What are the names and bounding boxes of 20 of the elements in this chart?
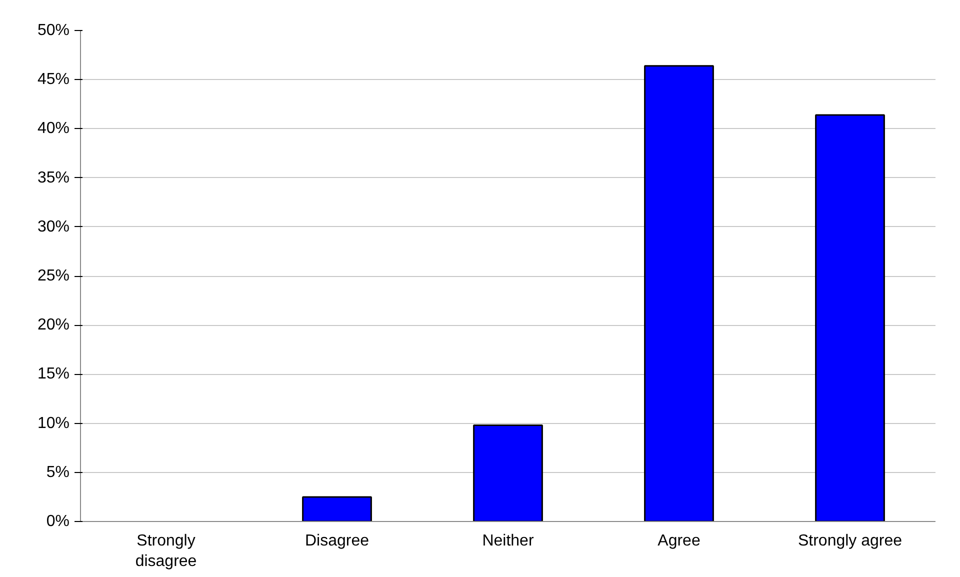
y-tick-label: 0% <box>46 513 70 530</box>
x-tick-label: Agree <box>658 532 700 550</box>
y-tick-label: 30% <box>37 218 70 236</box>
y-tick-label: 35% <box>37 169 70 186</box>
y-tick-label: 25% <box>37 268 70 284</box>
bar <box>815 114 885 522</box>
x-tick-label: Strongly disagree <box>135 532 197 570</box>
bar <box>644 65 714 522</box>
x-tick-label: Disagree <box>304 532 370 550</box>
y-tick-label: 10% <box>37 414 70 432</box>
bar <box>302 496 372 522</box>
y-tick-label: 40% <box>37 120 70 138</box>
x-tick-label: Strongly agree <box>798 532 902 550</box>
bar <box>473 424 543 522</box>
y-tick-label: 45% <box>37 71 70 88</box>
y-tick-label: 15% <box>37 366 70 383</box>
y-tick-label: 20% <box>37 316 70 334</box>
x-tick-label: Neither <box>482 532 534 550</box>
y-tick-label: 50% <box>37 22 70 39</box>
y-tick-label: 5% <box>46 464 70 481</box>
